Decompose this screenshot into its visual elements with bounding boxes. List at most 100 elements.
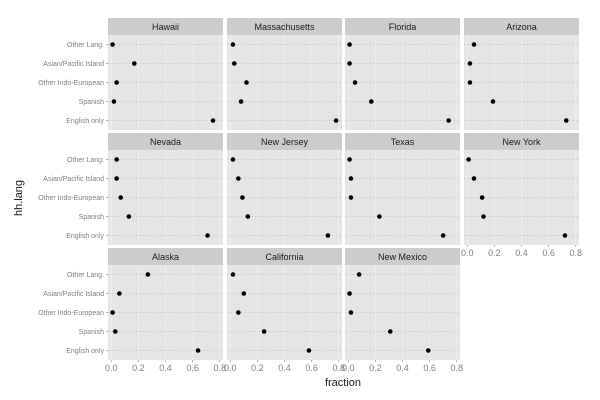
x-tick-label: 0.6: [542, 248, 555, 258]
x-tick-label: 0.6: [423, 363, 436, 373]
y-tick-label: Asian/Pacific Island: [43, 61, 104, 68]
point-new-jersey-other-lang: [231, 157, 236, 162]
y-tick-label: Other Lang.: [67, 272, 104, 279]
point-new-mexico-asian-pacific-island: [347, 291, 352, 296]
point-arizona-spanish: [491, 99, 496, 104]
point-alaska-spanish: [113, 329, 118, 334]
x-tick-label: 0.2: [369, 363, 382, 373]
y-tick-label: English only: [66, 348, 104, 355]
y-tick-label: Other Lang.: [67, 42, 104, 49]
point-alaska-other-indo-european: [110, 310, 115, 315]
x-tick-label: 0.0: [461, 248, 474, 258]
point-texas-other-lang: [347, 157, 352, 162]
point-california-english-only: [307, 348, 312, 353]
y-tick-label: Other Indo-European: [38, 80, 104, 87]
panel-title: Arizona: [506, 22, 537, 32]
panel-new-mexico: New Mexico 0.0 0.2 0.4 0.6 0.8: [342, 248, 463, 373]
point-hawaii-english-only: [211, 118, 216, 123]
panel-title: Hawaii: [152, 22, 179, 32]
point-hawaii-other-indo-european: [114, 80, 119, 85]
point-new-york-english-only: [563, 233, 568, 238]
point-arizona-other-lang: [472, 42, 477, 47]
point-nevada-english-only: [205, 233, 210, 238]
point-massachusetts-spanish: [239, 99, 244, 104]
point-alaska-english-only: [196, 348, 201, 353]
y-tick-label: Asian/Pacific Island: [43, 291, 104, 298]
point-massachusetts-other-indo-european: [244, 80, 249, 85]
point-california-other-indo-european: [236, 310, 241, 315]
point-new-jersey-spanish: [246, 214, 251, 219]
panel-title: Texas: [391, 137, 415, 147]
panel-title: Florida: [389, 22, 417, 32]
panel-california: California 0.0 0.2 0.4 0.6 0.8: [224, 248, 345, 373]
point-florida-other-indo-european: [353, 80, 358, 85]
point-new-york-other-lang: [466, 157, 471, 162]
point-florida-asian-pacific-island: [347, 61, 352, 66]
point-new-mexico-other-indo-european: [349, 310, 354, 315]
x-tick-label: 0.8: [451, 363, 464, 373]
point-texas-spanish: [377, 214, 382, 219]
panel-title: New Mexico: [378, 252, 427, 262]
panel-nevada: Nevada English only Spanish Other Indo-Euro…: [38, 133, 223, 245]
x-tick-label: 0.2: [488, 248, 501, 258]
panel-title: Alaska: [152, 252, 179, 262]
panel-title: Massachusetts: [254, 22, 315, 32]
x-tick-label: 0.2: [251, 363, 264, 373]
point-california-asian-pacific-island: [241, 291, 246, 296]
panel-alaska: Alaska English only Spanish Other Indo-Euro…: [38, 248, 226, 373]
y-tick-label: Spanish: [79, 214, 104, 221]
x-tick-label: 0.0: [224, 363, 237, 373]
point-new-mexico-spanish: [388, 329, 393, 334]
point-new-mexico-english-only: [426, 348, 431, 353]
point-hawaii-asian-pacific-island: [132, 61, 137, 66]
panel-massachusetts: Massachusetts: [227, 18, 342, 130]
point-arizona-english-only: [564, 118, 569, 123]
y-tick-label: Asian/Pacific Island: [43, 176, 104, 183]
point-nevada-other-indo-european: [118, 195, 123, 200]
point-new-jersey-other-indo-european: [240, 195, 245, 200]
panel-arizona: Arizona: [464, 18, 579, 130]
panel-new-york: New York 0.0 0.2 0.4 0.6 0.8: [461, 133, 582, 258]
x-tick-label: 0.6: [305, 363, 318, 373]
y-tick-label: English only: [66, 118, 104, 125]
panel-title: New Jersey: [261, 137, 309, 147]
point-massachusetts-other-lang: [231, 42, 236, 47]
panel-hawaii: Hawaii English only Spanish Other Indo-Euro…: [38, 18, 223, 130]
point-arizona-asian-pacific-island: [468, 61, 473, 66]
y-tick-label: Spanish: [79, 99, 104, 106]
x-tick-label: 0.8: [570, 248, 583, 258]
point-nevada-spanish: [127, 214, 132, 219]
point-hawaii-other-lang: [110, 42, 115, 47]
point-florida-other-lang: [347, 42, 352, 47]
point-new-york-asian-pacific-island: [472, 176, 477, 181]
point-new-jersey-english-only: [326, 233, 331, 238]
y-tick-label: English only: [66, 233, 104, 240]
x-tick-label: 0.0: [342, 363, 355, 373]
panel-florida: Florida: [345, 18, 460, 130]
panel-new-jersey: New Jersey: [227, 133, 342, 245]
point-texas-english-only: [441, 233, 446, 238]
panels-layer: Hawaii English only Spanish Other Indo-Euro…: [38, 18, 582, 373]
point-massachusetts-asian-pacific-island: [232, 61, 237, 66]
x-tick-label: 0.4: [159, 363, 172, 373]
y-tick-label: Other Lang.: [67, 157, 104, 164]
panel-texas: Texas: [345, 133, 460, 245]
point-alaska-asian-pacific-island: [117, 291, 122, 296]
point-texas-asian-pacific-island: [349, 176, 354, 181]
x-tick-label: 0.4: [515, 248, 528, 258]
point-hawaii-spanish: [112, 99, 117, 104]
x-tick-label: 0.0: [105, 363, 118, 373]
x-tick-label: 0.2: [132, 363, 145, 373]
panel-title: Nevada: [150, 137, 181, 147]
x-tick-label: 0.4: [278, 363, 291, 373]
panel-title: California: [265, 252, 303, 262]
point-alaska-other-lang: [146, 272, 151, 277]
y-tick-label: Spanish: [79, 329, 104, 336]
y-tick-label: Other Indo-European: [38, 310, 104, 317]
point-california-other-lang: [231, 272, 236, 277]
x-axis-title: fraction: [325, 377, 361, 389]
y-tick-label: Other Indo-European: [38, 195, 104, 202]
x-tick-label: 0.6: [186, 363, 199, 373]
x-tick-label: 0.4: [396, 363, 409, 373]
y-axis-title: hh.lang: [13, 180, 25, 216]
